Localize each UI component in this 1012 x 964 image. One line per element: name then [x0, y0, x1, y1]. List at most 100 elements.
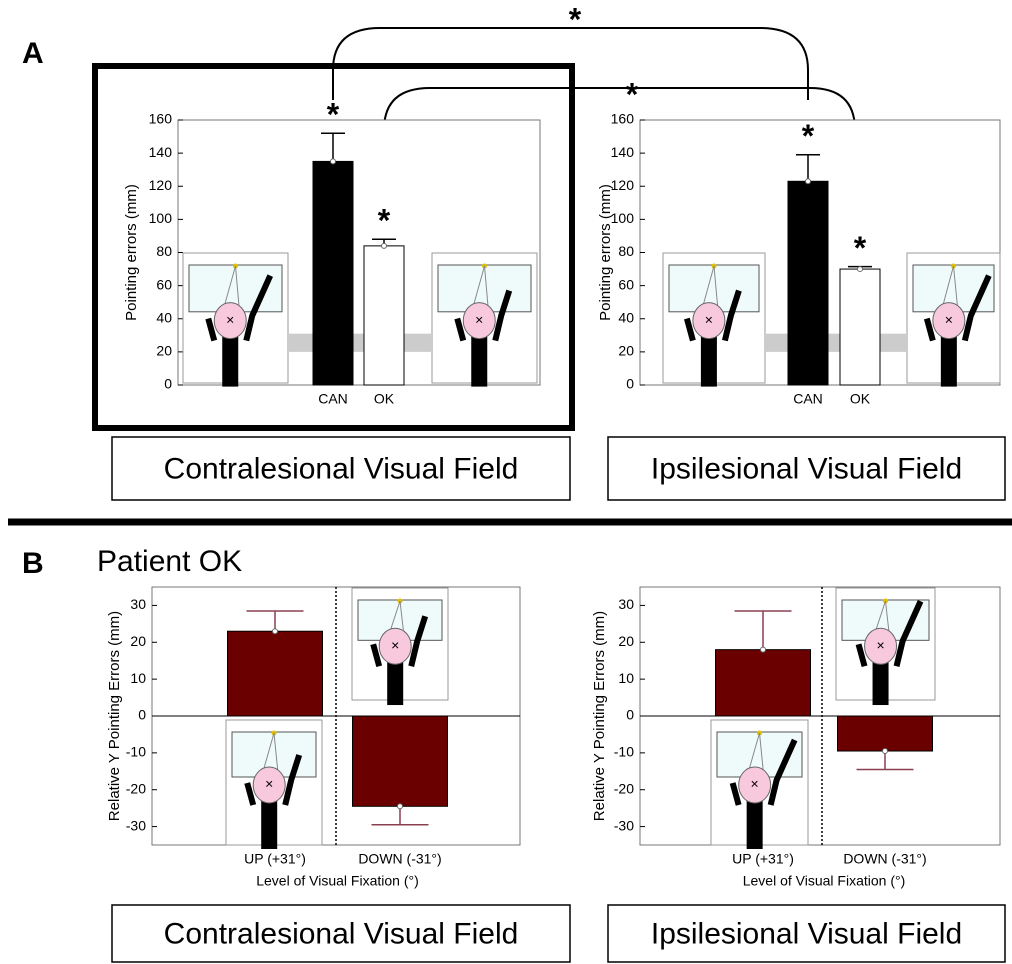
- bar-end-marker: [397, 803, 403, 810]
- field-box: [607, 904, 1006, 963]
- inset-head: [252, 766, 286, 804]
- inset-arm: [282, 754, 303, 806]
- inset-body: [700, 334, 717, 387]
- bar-end-marker: [272, 628, 278, 635]
- x-tick-label: CAN: [793, 391, 823, 407]
- bar: [715, 649, 811, 717]
- reference-band: [288, 333, 432, 352]
- inset-body: [387, 660, 404, 706]
- inset-head: [462, 302, 496, 340]
- inset-fixation: ×: [265, 776, 273, 792]
- y-tick-label: 30: [618, 596, 634, 612]
- inset-arm: [370, 643, 383, 668]
- inset-arm: [961, 274, 992, 342]
- inset-arm: [684, 317, 696, 342]
- y-tick-label: 160: [149, 111, 173, 127]
- inset-arm: [893, 600, 924, 667]
- inset-arm: [408, 615, 429, 667]
- y-tick-label: 10: [130, 670, 146, 686]
- y-tick-label: -20: [126, 780, 146, 796]
- y-tick-label: 140: [611, 144, 635, 160]
- x-tick-label: DOWN (-31°): [358, 851, 441, 867]
- comparison-bracket: [332, 27, 809, 100]
- bar-annotation: *: [854, 230, 867, 266]
- panel-title: Patient OK: [97, 545, 242, 578]
- field-label: Contralesional Visual Field: [164, 917, 519, 950]
- inset-fixation: ×: [475, 311, 483, 327]
- bar: [837, 715, 933, 752]
- inset-fixation: ×: [945, 311, 953, 327]
- y-tick-label: -10: [126, 744, 146, 760]
- bar-end-marker: [857, 266, 863, 273]
- inset-body: [261, 799, 278, 849]
- y-tick-label: 80: [156, 243, 172, 259]
- y-tick-label: 20: [156, 343, 172, 359]
- inset-arm: [244, 782, 257, 806]
- y-axis-label: Pointing errors (mm): [123, 184, 140, 321]
- inset-arm: [855, 643, 868, 668]
- inset-body: [872, 660, 889, 706]
- y-tick-label: -30: [126, 817, 146, 833]
- bar-annotation: *: [802, 118, 815, 154]
- x-tick-label: UP (+31°): [244, 851, 306, 867]
- x-axis-label: Level of Visual Fixation (°): [256, 873, 419, 889]
- x-tick-label: UP (+31°): [732, 851, 794, 867]
- y-axis-label: Relative Y Pointing Errors (mm): [106, 611, 123, 821]
- bar-end-marker: [381, 242, 387, 249]
- panel-label: A: [22, 37, 44, 70]
- inset-arm: [729, 782, 742, 806]
- inset-body: [222, 334, 239, 387]
- inset-fixation: ×: [705, 311, 713, 327]
- y-tick-label: 10: [618, 670, 634, 686]
- inset-body: [940, 334, 957, 387]
- y-tick-label: 40: [618, 309, 634, 325]
- y-tick-label: 100: [149, 210, 173, 226]
- bar: [312, 160, 354, 386]
- y-tick-label: 0: [138, 707, 146, 723]
- y-tick-label: 60: [156, 276, 172, 292]
- y-tick-label: 0: [626, 376, 634, 392]
- bar-end-marker: [330, 158, 336, 165]
- y-tick-label: 40: [156, 309, 172, 325]
- inset-head: [932, 302, 966, 340]
- inset-head: [738, 766, 772, 804]
- y-tick-label: 80: [618, 243, 634, 259]
- inset-arm: [721, 289, 742, 342]
- x-tick-label: DOWN (-31°): [843, 851, 926, 867]
- y-axis-label: Pointing errors (mm): [597, 184, 614, 321]
- inset-head: [692, 302, 726, 340]
- field-box: [111, 904, 571, 963]
- y-tick-label: 30: [130, 596, 146, 612]
- bar-end-marker: [882, 748, 888, 755]
- comparison-label: *: [626, 76, 639, 112]
- reference-band: [765, 333, 907, 352]
- y-tick-label: 60: [618, 276, 634, 292]
- inset-arm: [205, 317, 218, 342]
- y-tick-label: 120: [149, 177, 173, 193]
- y-tick-label: 20: [618, 343, 634, 359]
- inset-arm: [243, 274, 273, 342]
- bar-end-marker: [760, 646, 766, 653]
- inset-body: [471, 334, 488, 387]
- x-axis-label: Level of Visual Fixation (°): [743, 873, 906, 889]
- inset-arm: [492, 289, 513, 342]
- y-tick-label: 20: [130, 633, 146, 649]
- y-tick-label: -30: [614, 817, 634, 833]
- bar-end-marker: [805, 178, 811, 185]
- y-tick-label: 0: [626, 707, 634, 723]
- bar-annotation: *: [378, 203, 391, 239]
- y-tick-label: 20: [618, 633, 634, 649]
- bar: [787, 180, 829, 386]
- inset-head: [864, 627, 898, 665]
- field-label: Ipsilesional Visual Field: [651, 917, 962, 950]
- inset-fixation: ×: [751, 776, 759, 792]
- inset-head: [213, 302, 247, 340]
- bar: [363, 245, 405, 386]
- field-box: [607, 436, 1006, 501]
- field-label: Ipsilesional Visual Field: [651, 452, 962, 485]
- bar: [839, 268, 881, 386]
- x-tick-label: CAN: [318, 391, 348, 407]
- x-tick-label: OK: [850, 391, 871, 407]
